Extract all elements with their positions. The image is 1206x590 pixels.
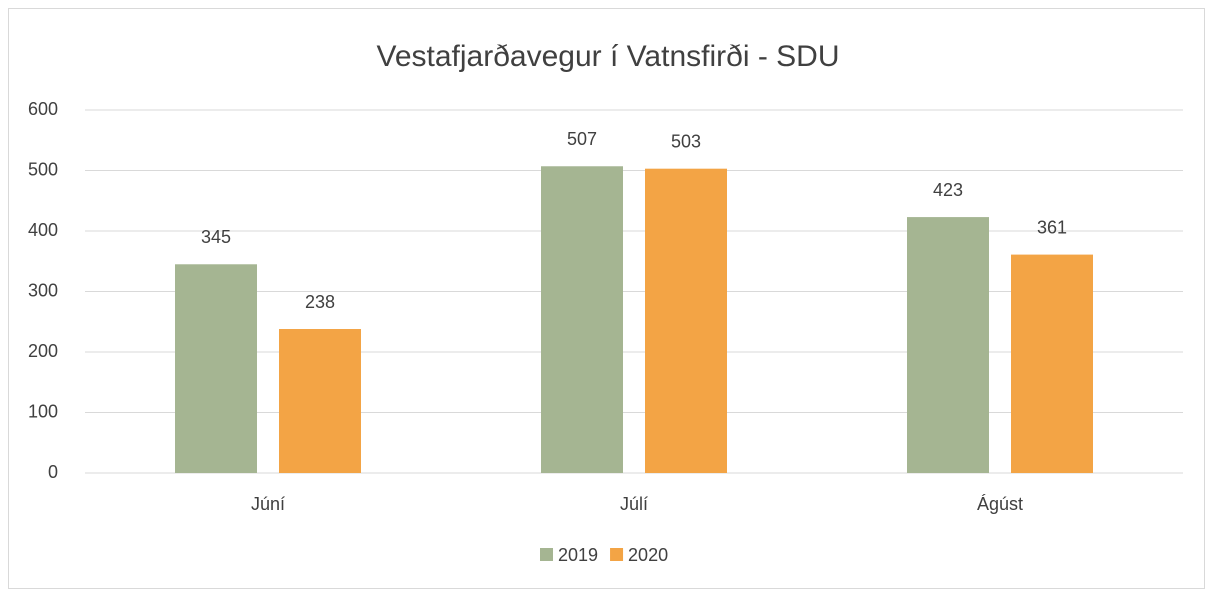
y-tick-label: 0 [48, 462, 58, 482]
data-label: 361 [1037, 217, 1067, 237]
bar [907, 217, 989, 473]
legend-swatch [540, 548, 553, 561]
y-tick-label: 500 [28, 159, 58, 179]
legend-label: 2019 [558, 545, 598, 565]
data-label: 503 [671, 131, 701, 151]
data-label: 345 [201, 227, 231, 247]
y-tick-label: 400 [28, 220, 58, 240]
bar [541, 166, 623, 473]
data-label: 238 [305, 292, 335, 312]
y-tick-label: 300 [28, 280, 58, 300]
bar [645, 168, 727, 473]
chart-title: Vestafjarðavegur í Vatnsfirði - SDU [377, 40, 840, 73]
x-tick-label: Ágúst [977, 494, 1023, 514]
y-tick-label: 600 [28, 99, 58, 119]
y-tick-label: 100 [28, 401, 58, 421]
x-tick-label: Júní [251, 494, 285, 514]
bar [175, 264, 257, 473]
data-label: 507 [567, 129, 597, 149]
y-tick-label: 200 [28, 341, 58, 361]
x-tick-label: Júlí [620, 494, 648, 514]
bar [279, 329, 361, 473]
bar [1011, 254, 1093, 473]
legend-label: 2020 [628, 545, 668, 565]
data-label: 423 [933, 180, 963, 200]
legend-swatch [610, 548, 624, 561]
